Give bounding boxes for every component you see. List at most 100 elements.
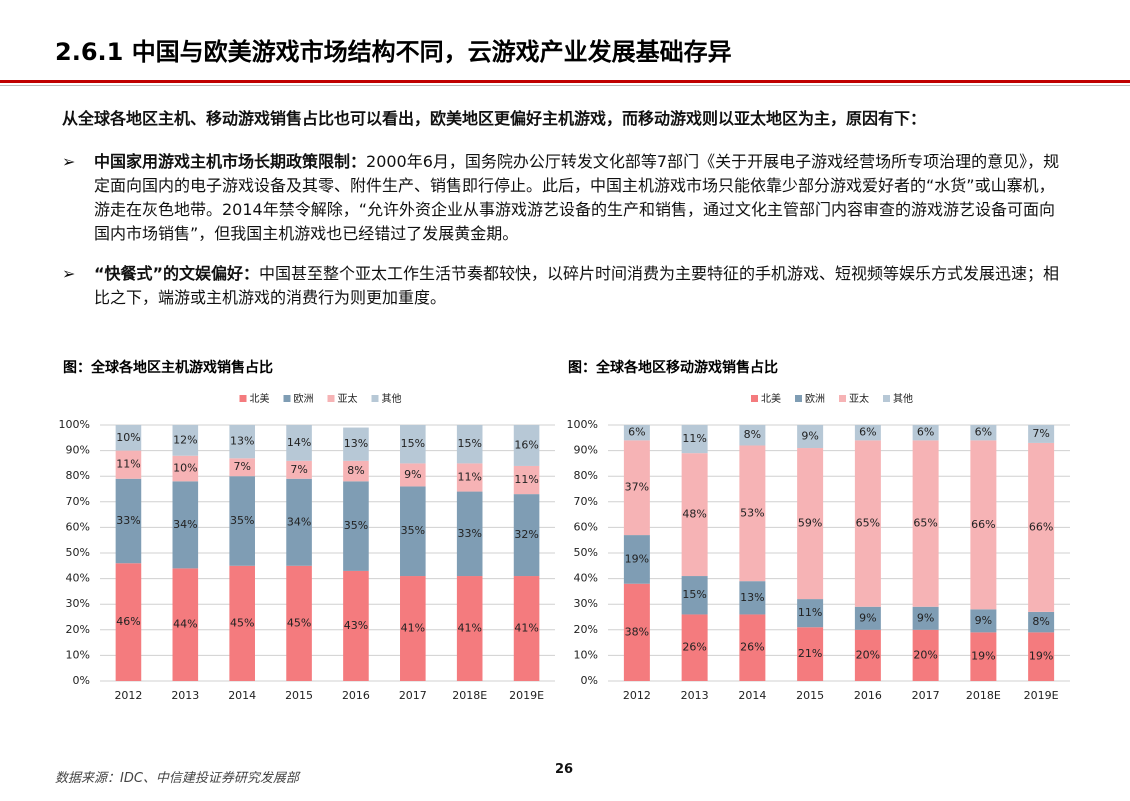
bar-segment	[115, 425, 142, 451]
x-tick-label: 2017	[399, 689, 427, 702]
bar-segment	[739, 614, 766, 681]
data-label: 34%	[173, 518, 197, 531]
data-label: 65%	[856, 517, 880, 530]
bar-segment	[513, 465, 540, 495]
data-label: 19%	[971, 650, 995, 663]
bar-segment	[400, 576, 426, 681]
data-label: 65%	[913, 517, 937, 530]
y-tick-label: 100%	[567, 418, 598, 431]
page-number: 26	[555, 762, 574, 777]
bar-segment	[400, 425, 426, 464]
bar-segment	[739, 445, 766, 582]
bar-segment	[343, 427, 369, 461]
x-tick-label: 2019E	[1024, 689, 1059, 702]
data-label: 9%	[801, 430, 818, 443]
y-tick-label: 90%	[574, 444, 598, 457]
page-title: 2.6.1 中国与欧美游戏市场结构不同，云游戏产业发展基础存异	[55, 38, 732, 66]
data-label: 66%	[971, 518, 995, 531]
bullet-text: 2000年6月，国务院办公厅转发文化部等7部门《关于开展电子游戏经营场所专项治理…	[94, 152, 1060, 243]
data-label: 48%	[682, 508, 706, 521]
x-tick-label: 2017	[912, 689, 940, 702]
y-tick-label: 30%	[574, 597, 598, 610]
data-label: 10%	[116, 431, 140, 444]
y-tick-label: 10%	[574, 648, 598, 661]
x-tick-label: 2016	[342, 689, 370, 702]
bar-segment	[456, 463, 483, 492]
data-label: 15%	[457, 437, 481, 450]
y-tick-label: 10%	[66, 648, 90, 661]
bar-segment	[400, 486, 426, 577]
x-tick-label: 2012	[114, 689, 142, 702]
bar-segment	[681, 425, 708, 454]
data-label: 19%	[1029, 650, 1053, 663]
bar-segment	[854, 606, 881, 630]
legend-label: 欧洲	[805, 393, 825, 405]
bar-segment	[1028, 632, 1055, 681]
bar-segment	[343, 481, 369, 571]
bar-segment	[681, 576, 708, 615]
bar-segment	[286, 565, 312, 681]
bar-segment	[1028, 611, 1055, 633]
bar-segment	[854, 440, 881, 607]
bar-segment	[513, 576, 540, 681]
data-label: 8%	[744, 428, 761, 441]
data-label: 11%	[457, 470, 481, 483]
bar-segment	[970, 440, 997, 610]
chart-title: 图：全球各地区移动游戏销售占比	[568, 359, 778, 376]
bar-segment	[229, 425, 255, 459]
title-rule-thin	[0, 85, 1130, 86]
bar-segment	[1028, 442, 1055, 612]
bar-segment	[854, 629, 881, 681]
bar-segment	[970, 609, 997, 633]
bar-segment	[739, 581, 766, 615]
data-label: 20%	[856, 648, 880, 661]
bar-segment	[115, 450, 142, 479]
data-label: 44%	[173, 618, 197, 631]
data-label: 7%	[233, 460, 250, 473]
data-label: 34%	[287, 515, 311, 528]
data-label: 16%	[514, 438, 538, 451]
data-label: 45%	[287, 616, 311, 629]
data-label: 37%	[625, 481, 649, 494]
legend-label: 欧洲	[294, 393, 314, 405]
data-label: 6%	[859, 426, 876, 439]
data-label: 8%	[347, 464, 364, 477]
x-tick-label: 2015	[796, 689, 824, 702]
legend-swatch	[239, 395, 247, 402]
data-label: 21%	[798, 647, 822, 660]
y-tick-label: 90%	[66, 444, 90, 457]
bullet-lead: “快餐式”的文娱偏好：	[94, 264, 260, 283]
bar-segment	[623, 535, 650, 584]
bar-segment	[456, 425, 483, 464]
data-label: 46%	[116, 615, 140, 628]
bar-segment	[681, 614, 708, 681]
data-label: 53%	[740, 506, 764, 519]
data-label: 35%	[230, 514, 254, 527]
y-tick-label: 100%	[59, 418, 90, 431]
y-tick-label: 0%	[73, 674, 90, 687]
data-label: 35%	[344, 519, 368, 532]
bar-segment	[229, 565, 255, 681]
bar-segment	[172, 425, 199, 456]
data-label: 12%	[173, 433, 197, 446]
bullet: ➢ 中国家用游戏主机市场长期政策限制：2000年6月，国务院办公厅转发文化部等7…	[62, 150, 1070, 246]
y-tick-label: 70%	[574, 495, 598, 508]
bar-segment	[172, 568, 199, 681]
bar-segment	[229, 476, 255, 566]
x-tick-label: 2013	[171, 689, 199, 702]
data-label: 11%	[682, 432, 706, 445]
legend-label: 亚太	[849, 392, 869, 405]
y-tick-label: 70%	[66, 495, 90, 508]
bar-segment	[172, 481, 199, 569]
y-tick-label: 60%	[574, 520, 598, 533]
data-label: 7%	[1032, 427, 1049, 440]
legend-swatch	[795, 395, 802, 402]
legend-swatch	[839, 395, 846, 402]
data-label: 13%	[230, 435, 254, 448]
legend-label: 北美	[761, 392, 781, 405]
bar-segment	[739, 425, 766, 446]
y-tick-label: 20%	[574, 623, 598, 636]
bar-segment	[343, 460, 369, 482]
x-tick-label: 2014	[228, 689, 256, 702]
